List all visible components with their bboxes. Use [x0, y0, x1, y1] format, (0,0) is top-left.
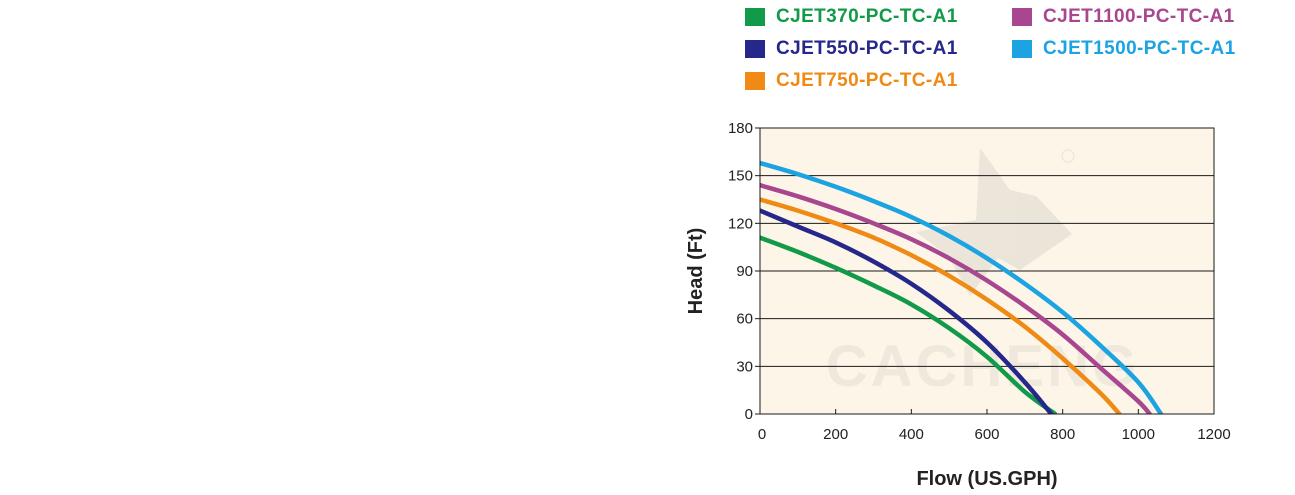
legend-label-cjet550: CJET550-PC-TC-A1 — [776, 38, 958, 59]
legend-swatch-cjet1100 — [1012, 8, 1032, 26]
y-tick-label-30: 30 — [736, 358, 753, 375]
x-tick-label-1200: 1200 — [1197, 426, 1230, 443]
y-tick-label-60: 60 — [736, 311, 753, 328]
legend-label-cjet1500: CJET1500-PC-TC-A1 — [1043, 38, 1236, 59]
x-axis-label: Flow (US.GPH) — [916, 468, 1058, 490]
series-line-cjet370-pc-tc-a1 — [760, 235, 1058, 414]
gridlines — [760, 175, 1214, 367]
legend-swatch-cjet550 — [745, 40, 765, 58]
pump-curve-chart: CACHENG 0 200 400 600 800 1000 1200 0306090120… — [685, 120, 1231, 443]
legend-label-cjet1100: CJET1100-PC-TC-A1 — [1043, 6, 1235, 27]
series-curves — [760, 160, 1164, 414]
y-tick-label-120: 120 — [728, 215, 753, 232]
y-tick-label-90: 90 — [736, 263, 753, 280]
y-tick-label-180: 180 — [728, 120, 753, 137]
y-tick-label-0: 0 — [745, 406, 753, 423]
legend-swatch-cjet750 — [745, 72, 765, 90]
legend-item-cjet370: CJET370-PC-TC-A1 — [745, 6, 958, 28]
x-tick-label-0: 0 — [758, 426, 766, 443]
y-axis: 0 30 60 90 120 150 180 — [728, 120, 760, 423]
legend-label-cjet750: CJET750-PC-TC-A1 — [776, 70, 958, 91]
x-tick-label-800: 800 — [1050, 426, 1075, 443]
legend-label-cjet370: CJET370-PC-TC-A1 — [776, 6, 958, 27]
series-line-cjet550-pc-tc-a1 — [760, 208, 1054, 414]
x-tick-label-600: 600 — [974, 426, 999, 443]
x-axis: 0 200 400 600 800 1000 1200 — [758, 409, 1231, 443]
y-tick-label-150: 150 — [728, 168, 753, 185]
watermark-registered-mark — [1061, 149, 1075, 163]
series-line-cjet1100-pc-tc-a1 — [760, 182, 1152, 414]
legend-swatch-cjet1500 — [1012, 40, 1032, 58]
series-line-cjet750-pc-tc-a1 — [760, 197, 1122, 414]
legend-swatch-cjet370 — [745, 8, 765, 26]
legend-item-cjet750: CJET750-PC-TC-A1 — [745, 70, 958, 92]
legend-item-cjet1500: CJET1500-PC-TC-A1 — [1012, 38, 1236, 60]
x-tick-label-200: 200 — [823, 426, 848, 443]
legend-item-cjet1100: CJET1100-PC-TC-A1 — [1012, 6, 1235, 28]
y-axis-label: Head (Ft) — [685, 228, 707, 315]
chart-legend: CJET370-PC-TC-A1 CJET1100-PC-TC-A1 CJET5… — [745, 6, 1285, 96]
series-line-cjet1500-pc-tc-a1 — [760, 160, 1164, 414]
legend-item-cjet550: CJET550-PC-TC-A1 — [745, 38, 958, 60]
x-tick-label-400: 400 — [899, 426, 924, 443]
x-tick-label-1000: 1000 — [1122, 426, 1155, 443]
